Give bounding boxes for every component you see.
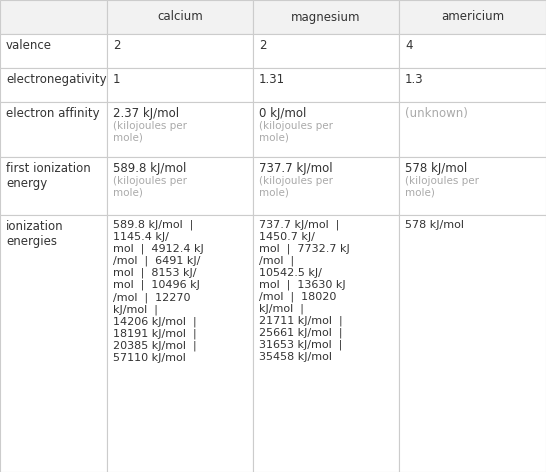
- Bar: [399, 102, 546, 157]
- Text: 737.7 kJ/mol  |
1450.7 kJ/
mol  |  7732.7 kJ
/mol  |
10542.5 kJ/
mol  |  13630 k: 737.7 kJ/mol | 1450.7 kJ/ mol | 7732.7 k…: [259, 220, 350, 362]
- Bar: [107, 68, 253, 102]
- Bar: [399, 157, 546, 215]
- Bar: [253, 102, 399, 157]
- Text: magnesium: magnesium: [291, 10, 361, 24]
- Bar: [399, 215, 546, 472]
- Text: calcium: calcium: [157, 10, 203, 24]
- Text: (kilojoules per
mole): (kilojoules per mole): [259, 176, 333, 198]
- Text: electronegativity: electronegativity: [6, 73, 106, 86]
- Text: ionization
energies: ionization energies: [6, 220, 64, 248]
- Bar: [399, 34, 546, 68]
- Text: 2: 2: [113, 39, 121, 52]
- Bar: [0, 34, 107, 68]
- Bar: [399, 0, 546, 34]
- Text: 1.31: 1.31: [259, 73, 285, 86]
- Text: 578 kJ/mol: 578 kJ/mol: [405, 220, 464, 230]
- Bar: [253, 68, 399, 102]
- Bar: [253, 157, 399, 215]
- Text: first ionization
energy: first ionization energy: [6, 162, 91, 190]
- Bar: [0, 215, 107, 472]
- Text: americium: americium: [441, 10, 504, 24]
- Bar: [0, 0, 107, 34]
- Text: (unknown): (unknown): [405, 107, 468, 120]
- Text: (kilojoules per
mole): (kilojoules per mole): [259, 121, 333, 143]
- Bar: [107, 157, 253, 215]
- Text: 4: 4: [405, 39, 412, 52]
- Text: electron affinity: electron affinity: [6, 107, 99, 120]
- Bar: [399, 68, 546, 102]
- Text: 578 kJ/mol: 578 kJ/mol: [405, 162, 467, 175]
- Text: (kilojoules per
mole): (kilojoules per mole): [405, 176, 479, 198]
- Text: 589.8 kJ/mol  |
1145.4 kJ/
mol  |  4912.4 kJ
/mol  |  6491 kJ/
mol  |  8153 kJ/
: 589.8 kJ/mol | 1145.4 kJ/ mol | 4912.4 k…: [113, 220, 204, 362]
- Text: 1.3: 1.3: [405, 73, 424, 86]
- Bar: [0, 157, 107, 215]
- Text: 2: 2: [259, 39, 266, 52]
- Text: 0 kJ/mol: 0 kJ/mol: [259, 107, 306, 120]
- Text: (kilojoules per
mole): (kilojoules per mole): [113, 121, 187, 143]
- Bar: [107, 215, 253, 472]
- Text: 737.7 kJ/mol: 737.7 kJ/mol: [259, 162, 333, 175]
- Bar: [107, 0, 253, 34]
- Bar: [253, 34, 399, 68]
- Text: (kilojoules per
mole): (kilojoules per mole): [113, 176, 187, 198]
- Text: valence: valence: [6, 39, 52, 52]
- Bar: [253, 0, 399, 34]
- Text: 1: 1: [113, 73, 121, 86]
- Bar: [107, 34, 253, 68]
- Text: 589.8 kJ/mol: 589.8 kJ/mol: [113, 162, 186, 175]
- Bar: [0, 102, 107, 157]
- Text: 2.37 kJ/mol: 2.37 kJ/mol: [113, 107, 179, 120]
- Bar: [253, 215, 399, 472]
- Bar: [107, 102, 253, 157]
- Bar: [0, 68, 107, 102]
